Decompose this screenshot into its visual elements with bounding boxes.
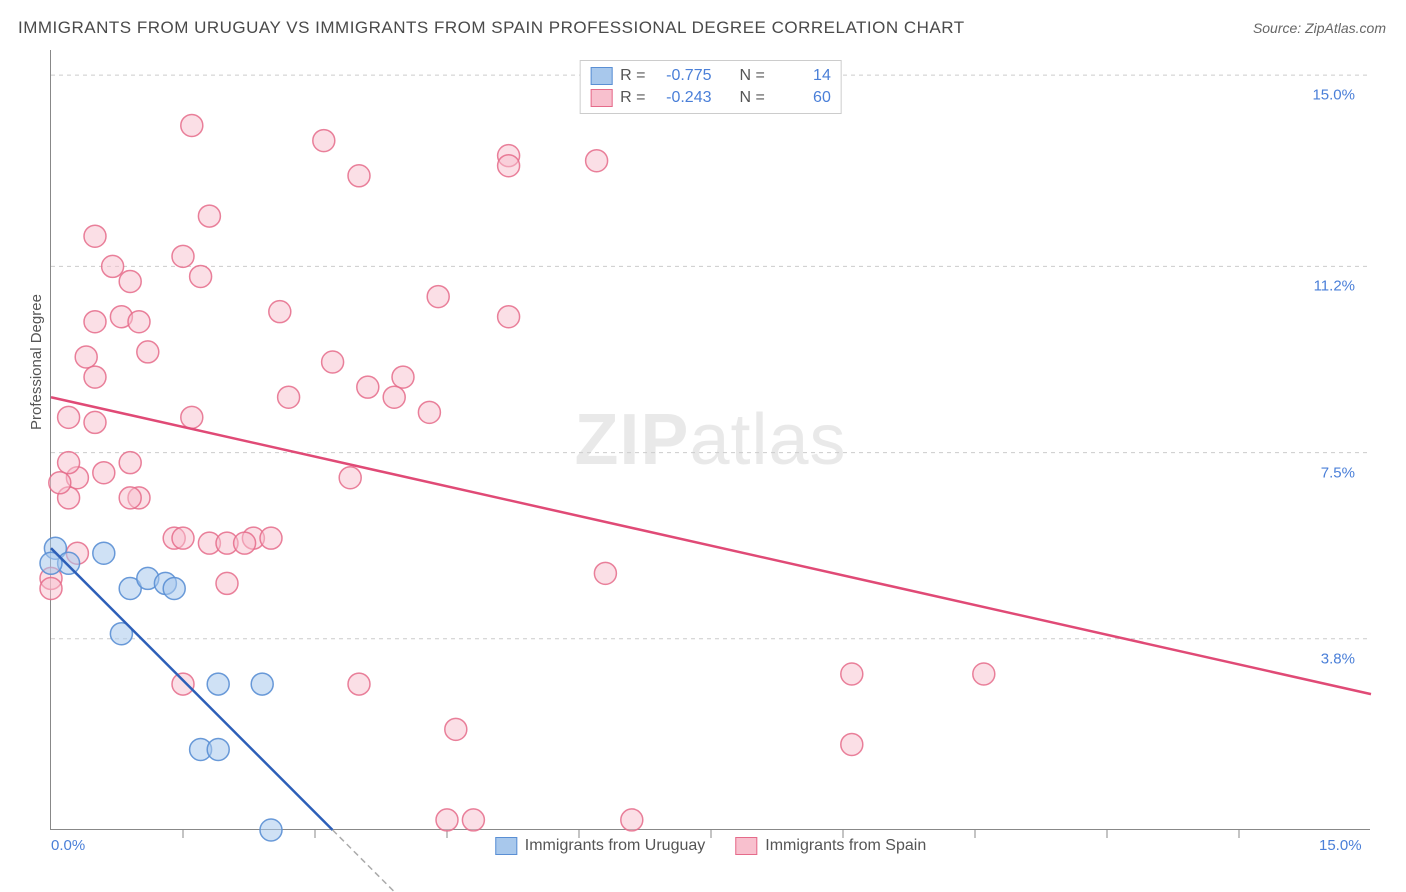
data-point xyxy=(427,286,449,308)
n-label: N = xyxy=(740,89,765,107)
data-point xyxy=(339,467,361,489)
chart-plot-area: ZIPatlas R = -0.775 N = 14 R = -0.243 N … xyxy=(50,50,1370,830)
data-point xyxy=(102,255,124,277)
data-point xyxy=(119,452,141,474)
swatch-uruguay-bottom xyxy=(495,837,517,855)
data-point xyxy=(119,270,141,292)
data-point xyxy=(586,150,608,172)
data-point xyxy=(462,809,484,831)
x-tick-label: 0.0% xyxy=(51,837,85,854)
data-point xyxy=(119,487,141,509)
data-point xyxy=(269,301,291,323)
data-point xyxy=(445,718,467,740)
data-point xyxy=(172,673,194,695)
r-value-uruguay: -0.775 xyxy=(654,67,712,85)
r-value-spain: -0.243 xyxy=(654,89,712,107)
data-point xyxy=(128,311,150,333)
data-point xyxy=(278,386,300,408)
data-point xyxy=(84,311,106,333)
legend-row-spain: R = -0.243 N = 60 xyxy=(590,87,831,109)
data-point xyxy=(841,663,863,685)
n-value-uruguay: 14 xyxy=(773,67,831,85)
data-point xyxy=(216,572,238,594)
data-point xyxy=(498,155,520,177)
data-point xyxy=(84,366,106,388)
data-point xyxy=(621,809,643,831)
y-tick-label: 15.0% xyxy=(1312,87,1355,104)
legend-row-uruguay: R = -0.775 N = 14 xyxy=(590,65,831,87)
data-point xyxy=(181,114,203,136)
trend-line xyxy=(333,830,403,892)
data-point xyxy=(172,245,194,267)
legend-label-uruguay: Immigrants from Uruguay xyxy=(525,837,706,855)
data-point xyxy=(260,819,282,841)
data-point xyxy=(260,527,282,549)
swatch-spain xyxy=(590,89,612,107)
chart-title: IMMIGRANTS FROM URUGUAY VS IMMIGRANTS FR… xyxy=(18,18,965,38)
legend-label-spain: Immigrants from Spain xyxy=(765,837,926,855)
source-label: Source: xyxy=(1253,20,1301,36)
n-label: N = xyxy=(740,67,765,85)
data-point xyxy=(383,386,405,408)
data-point xyxy=(93,542,115,564)
r-label: R = xyxy=(620,67,645,85)
data-point xyxy=(207,673,229,695)
data-point xyxy=(49,472,71,494)
data-point xyxy=(190,265,212,287)
data-point xyxy=(498,306,520,328)
data-point xyxy=(84,225,106,247)
swatch-spain-bottom xyxy=(735,837,757,855)
swatch-uruguay xyxy=(590,67,612,85)
y-tick-label: 3.8% xyxy=(1321,650,1355,667)
data-point xyxy=(418,401,440,423)
legend-item-uruguay: Immigrants from Uruguay xyxy=(495,837,706,855)
data-point xyxy=(322,351,344,373)
correlation-legend: R = -0.775 N = 14 R = -0.243 N = 60 xyxy=(579,60,842,114)
data-point xyxy=(198,205,220,227)
data-point xyxy=(84,411,106,433)
data-point xyxy=(392,366,414,388)
source-value: ZipAtlas.com xyxy=(1305,20,1386,36)
data-point xyxy=(181,406,203,428)
data-point xyxy=(313,130,335,152)
data-point xyxy=(234,532,256,554)
source-attribution: Source: ZipAtlas.com xyxy=(1253,20,1386,36)
y-tick-label: 11.2% xyxy=(1314,278,1355,295)
data-point xyxy=(75,346,97,368)
y-axis-label: Professional Degree xyxy=(28,294,45,430)
data-point xyxy=(348,673,370,695)
data-point xyxy=(137,341,159,363)
x-tick-label: 15.0% xyxy=(1319,837,1362,854)
data-point xyxy=(251,673,273,695)
data-point xyxy=(436,809,458,831)
data-point xyxy=(594,562,616,584)
legend-item-spain: Immigrants from Spain xyxy=(735,837,926,855)
n-value-spain: 60 xyxy=(773,89,831,107)
data-point xyxy=(163,577,185,599)
data-point xyxy=(973,663,995,685)
data-point xyxy=(40,577,62,599)
data-point xyxy=(357,376,379,398)
data-point xyxy=(348,165,370,187)
data-point xyxy=(172,527,194,549)
data-point xyxy=(58,452,80,474)
y-tick-label: 7.5% xyxy=(1321,464,1355,481)
data-point xyxy=(58,406,80,428)
trend-line xyxy=(51,548,333,830)
data-point xyxy=(93,462,115,484)
data-point xyxy=(207,738,229,760)
series-legend: Immigrants from Uruguay Immigrants from … xyxy=(495,837,926,855)
data-point xyxy=(841,733,863,755)
scatter-svg xyxy=(51,50,1370,829)
r-label: R = xyxy=(620,89,645,107)
